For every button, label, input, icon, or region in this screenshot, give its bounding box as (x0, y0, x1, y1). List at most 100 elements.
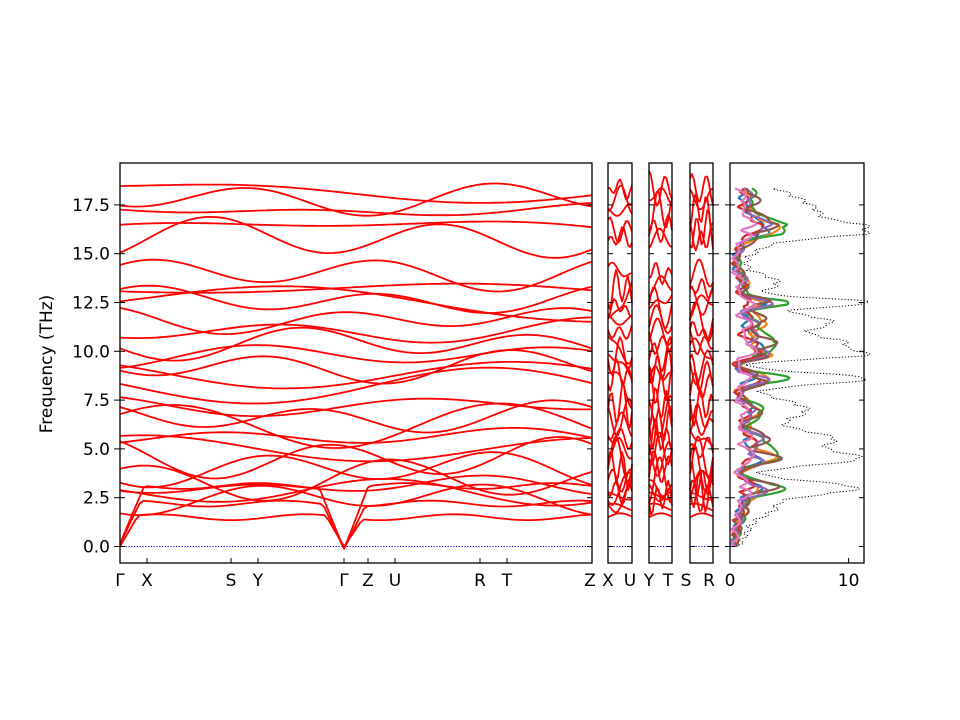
x-tick-label: S (681, 571, 692, 591)
x-tick-label: S (226, 571, 237, 591)
pdos-x-tick-label: 0 (725, 571, 736, 591)
band-line (607, 216, 633, 244)
band-line (648, 431, 673, 466)
y-tick-label: 0.0 (83, 538, 110, 558)
x-tick-label: T (501, 571, 513, 591)
band-line (119, 474, 593, 495)
band-line (648, 317, 673, 347)
band-panel-frame (648, 162, 673, 564)
band-line (119, 399, 593, 434)
band-line (648, 364, 673, 384)
x-tick-label: R (474, 571, 486, 591)
band-line (119, 426, 593, 444)
x-tick-label: Y (252, 571, 264, 591)
band-line (689, 491, 714, 501)
band-line (607, 261, 633, 278)
band-line (689, 173, 714, 206)
x-tick-label: Γ (115, 571, 125, 591)
band-line (689, 371, 714, 399)
band-line (689, 187, 714, 211)
band-line (119, 344, 593, 369)
band-line (689, 278, 714, 300)
y-tick-label: 17.5 (72, 196, 110, 216)
band-line (119, 396, 592, 418)
pdos-x-tick-label: 10 (838, 571, 860, 591)
band-line (119, 451, 593, 489)
band-line (689, 337, 714, 361)
band-line (648, 512, 673, 519)
x-tick-label: T (662, 571, 674, 591)
band-line (119, 182, 593, 217)
band-line (648, 187, 673, 207)
y-tick-label: 12.5 (72, 294, 110, 314)
band-line (119, 316, 592, 344)
band-line (607, 335, 633, 365)
band-line (607, 383, 633, 429)
x-tick-label: U (624, 571, 636, 591)
pdos-frame (729, 162, 865, 564)
band-line (607, 353, 633, 381)
y-axis: 0.0 2.5 5.0 7.5 10.0 12.5 15.0 17.5 (72, 196, 120, 558)
x-tick-label: X (141, 571, 153, 591)
band-line (648, 336, 673, 372)
band-line (119, 482, 593, 550)
band-line (119, 513, 593, 548)
pdos-series-line (730, 187, 765, 548)
x-tick-label: X (602, 571, 614, 591)
band-line (648, 502, 673, 512)
band-line (648, 331, 673, 355)
x-tick-label: Z (362, 571, 374, 591)
band-line (648, 262, 673, 286)
band-line (119, 326, 593, 362)
y-tick-label: 2.5 (83, 489, 110, 509)
band-line (607, 512, 633, 519)
band-line (119, 215, 593, 259)
band-panel-frame (119, 162, 593, 564)
band-line (119, 202, 593, 217)
band-line (689, 435, 714, 481)
band-line (607, 178, 633, 201)
band-line (648, 387, 673, 429)
band-line (648, 170, 673, 207)
band-line (689, 258, 714, 288)
band-line (119, 402, 593, 449)
band-line (689, 460, 714, 496)
band-line (119, 436, 593, 480)
band-line (689, 512, 714, 519)
x-tick-label: U (389, 571, 401, 591)
band-panel-frame (689, 162, 714, 564)
band-line (119, 285, 593, 323)
band-line (648, 227, 673, 249)
band-line (607, 436, 633, 462)
x-tick-label: Z (584, 571, 596, 591)
band-line (689, 294, 714, 320)
band-line (689, 300, 714, 341)
band-line (607, 313, 633, 326)
x-tick-label: Y (643, 571, 655, 591)
band-line (689, 436, 714, 459)
band-line (607, 281, 633, 320)
band-line (119, 282, 593, 294)
pdos-panel: 0 10 (713, 162, 871, 591)
band-line (607, 184, 633, 215)
band-line (119, 183, 593, 204)
band-line (607, 324, 633, 340)
band-line (648, 456, 673, 504)
y-axis-label: Frequency (THz) (37, 295, 57, 434)
y-tick-label: 15.0 (72, 245, 110, 265)
band-line (607, 336, 633, 376)
band-line (607, 269, 633, 311)
band-line (689, 353, 714, 393)
x-tick-label: Γ (339, 571, 349, 591)
band-line (119, 284, 593, 314)
band-line (607, 298, 633, 320)
band-line (648, 286, 673, 329)
band-line (119, 434, 593, 463)
band-line (689, 329, 714, 356)
band-line (648, 190, 673, 232)
